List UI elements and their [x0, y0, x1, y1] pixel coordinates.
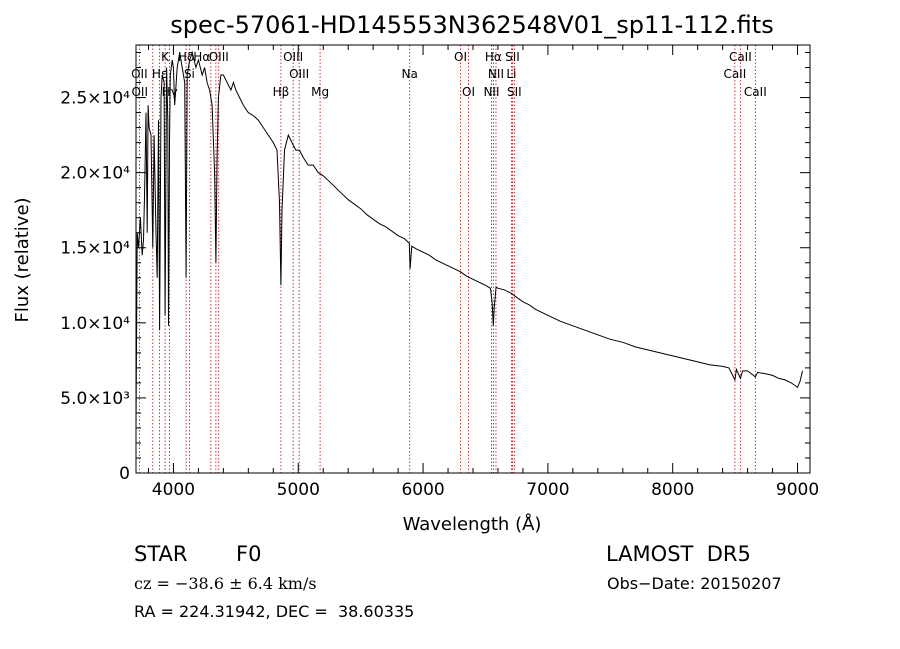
line-annotation: Hβ: [273, 85, 290, 99]
line-annotation: OIII: [209, 50, 229, 64]
coordinates: RA = 224.31942, DEC = 38.60335: [134, 602, 415, 621]
y-tick-label: 1.5×10⁴: [60, 239, 130, 259]
line-annotation: SII: [507, 85, 522, 99]
y-tick-label: 1.0×10⁴: [60, 314, 130, 334]
line-annotation: OIII: [283, 50, 303, 64]
x-tick-label: 8000: [651, 480, 694, 500]
y-tick-label: 2.0×10⁴: [60, 164, 130, 184]
spectral-subclass: F0: [236, 542, 262, 566]
line-annotation: Hγ: [162, 85, 178, 99]
x-tick-label: 5000: [277, 480, 320, 500]
y-tick-label: 2.5×10⁴: [60, 89, 130, 109]
line-annotation: Si: [184, 67, 195, 81]
line-annotation: OII: [131, 67, 148, 81]
chart-title: spec-57061-HD145553N362548V01_sp11-112.f…: [170, 11, 773, 39]
x-tick-label: 6000: [401, 480, 444, 500]
redshift-value: cz = −38.6 ± 6.4 km/s: [134, 574, 317, 593]
line-annotation: Na: [402, 67, 418, 81]
line-annotation: K: [161, 50, 170, 64]
line-annotation: Mg: [311, 85, 329, 99]
line-annotation: SII: [505, 50, 520, 64]
line-annotation: Hα: [485, 50, 502, 64]
line-annotation: CaII: [744, 85, 767, 99]
plot-frame: [135, 44, 811, 474]
line-annotation: OI: [454, 50, 467, 64]
spectrum-line: [135, 50, 803, 428]
y-tick-label: 5.0×10³: [60, 389, 130, 409]
x-axis-label: Wavelength (Å): [403, 513, 542, 535]
y-tick-label: 0: [119, 464, 130, 484]
x-tick-label: 9000: [776, 480, 819, 500]
line-annotation: Hε: [152, 67, 168, 81]
line-annotation: NII: [488, 67, 504, 81]
survey-name: LAMOST DR5: [606, 542, 751, 566]
x-tick-label: 4000: [152, 480, 195, 500]
line-annotation: OII: [131, 85, 148, 99]
object-class: STAR: [134, 542, 188, 566]
observation-date: Obs−Date: 20150207: [607, 574, 782, 593]
line-annotation: Hα: [193, 50, 210, 64]
line-annotation: Hδ: [178, 50, 194, 64]
line-annotation: OIII: [289, 67, 309, 81]
line-annotation: Li: [506, 67, 516, 81]
line-annotation: NII: [483, 85, 499, 99]
line-annotation: OI: [462, 85, 475, 99]
x-tick-label: 7000: [526, 480, 569, 500]
line-annotation: CaII: [729, 50, 752, 64]
plot-area: 4000 5000 6000 7000 8000 9000 0 5.0×10³ 1.0×10⁴ 1…: [60, 44, 819, 500]
line-annotation: CaII: [723, 67, 746, 81]
y-axis-label: Flux (relative): [12, 197, 33, 322]
